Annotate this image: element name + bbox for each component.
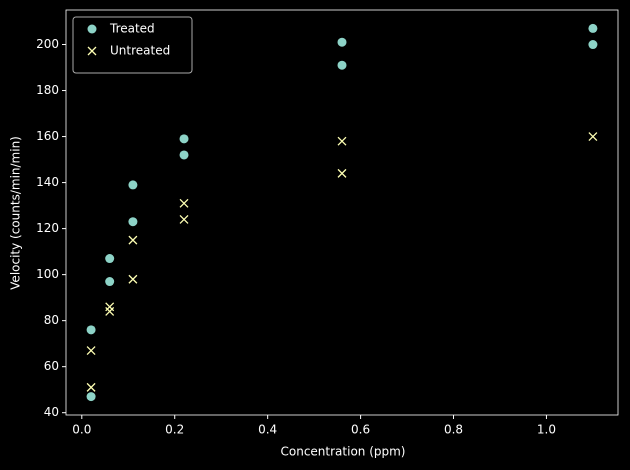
legend-box: [72, 16, 193, 74]
y-tick-label: 120: [36, 221, 59, 235]
circle-marker: [105, 277, 115, 287]
y-tick-label: 200: [36, 37, 59, 51]
y-axis-label: Velocity (counts/min/min): [9, 136, 23, 290]
x-marker: [128, 274, 138, 284]
x-tick-label: 0.2: [165, 423, 184, 437]
x-tick-label: 0.0: [72, 423, 91, 437]
circle-marker: [337, 60, 347, 70]
circle-marker: [588, 23, 598, 33]
y-tick-label: 140: [36, 175, 59, 189]
circle-marker: [86, 392, 96, 402]
x-marker: [86, 382, 96, 392]
x-marker: [337, 168, 347, 178]
circle-marker: [588, 40, 598, 50]
x-tick-label: 1.0: [537, 423, 556, 437]
y-tick-label: 60: [44, 359, 59, 373]
x-marker: [87, 46, 97, 56]
y-tick-label: 180: [36, 83, 59, 97]
x-tick-label: 0.4: [258, 423, 277, 437]
x-tick-label: 0.8: [444, 423, 463, 437]
circle-marker: [179, 134, 189, 144]
circle-marker: [87, 24, 97, 34]
circle-marker: [128, 217, 138, 227]
circle-marker: [179, 150, 189, 160]
x-marker: [337, 136, 347, 146]
x-marker: [105, 302, 115, 312]
x-marker: [86, 346, 96, 356]
y-tick-label: 80: [44, 313, 59, 327]
legend-label: Treated: [109, 22, 155, 36]
legend-label: Untreated: [110, 44, 170, 58]
y-tick-label: 160: [36, 129, 59, 143]
circle-marker: [105, 254, 115, 264]
x-marker: [179, 214, 189, 224]
x-tick-label: 0.6: [351, 423, 370, 437]
circle-marker: [128, 180, 138, 190]
circle-marker: [86, 325, 96, 335]
y-tick-label: 100: [36, 267, 59, 281]
x-marker: [588, 132, 598, 142]
plot-frame: [65, 9, 619, 416]
x-marker: [105, 306, 115, 316]
y-tick-label: 40: [44, 405, 59, 419]
x-marker: [128, 235, 138, 245]
x-marker: [179, 198, 189, 208]
circle-marker: [337, 37, 347, 47]
x-axis-label: Concentration (ppm): [281, 445, 406, 459]
